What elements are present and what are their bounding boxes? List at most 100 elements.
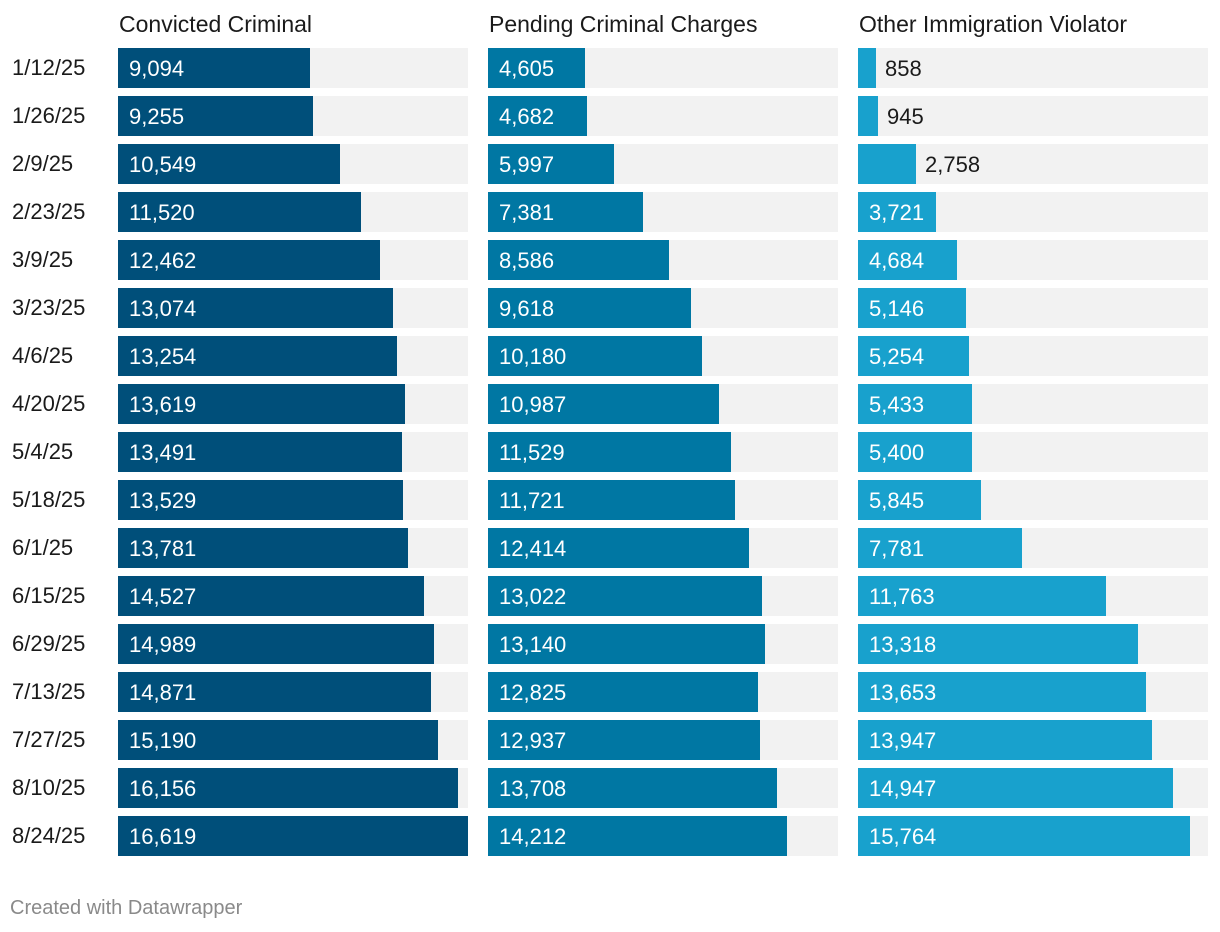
data-label: 14,212 <box>499 824 566 849</box>
bar-chart: 1/12/25 1/26/25 2/9/25 2/23/25 3/9/25 3/23/25… <box>12 11 1208 856</box>
bar <box>118 48 310 88</box>
data-label: 5,146 <box>869 296 924 321</box>
data-label: 7,381 <box>499 200 554 225</box>
data-label: 9,094 <box>129 56 184 81</box>
bar <box>858 48 876 88</box>
row-label: 7/27/25 <box>12 727 85 752</box>
bar <box>118 672 431 712</box>
data-label: 4,682 <box>499 104 554 129</box>
data-label: 12,414 <box>499 536 566 561</box>
data-label: 5,254 <box>869 344 924 369</box>
data-label: 13,140 <box>499 632 566 657</box>
row-label: 1/12/25 <box>12 55 85 80</box>
bar <box>118 336 397 376</box>
bar <box>488 48 585 88</box>
bar <box>858 288 966 328</box>
bar <box>858 336 969 376</box>
bar <box>858 432 972 472</box>
data-label: 12,825 <box>499 680 566 705</box>
bar-track <box>858 96 1208 136</box>
row-label: 2/9/25 <box>12 151 73 176</box>
data-label: 13,781 <box>129 536 196 561</box>
data-label: 945 <box>887 104 924 129</box>
data-label: 16,156 <box>129 776 196 801</box>
data-label: 5,433 <box>869 392 924 417</box>
bar <box>118 624 434 664</box>
data-label: 13,529 <box>129 488 196 513</box>
data-label: 9,618 <box>499 296 554 321</box>
bar <box>858 480 981 520</box>
row-label: 1/26/25 <box>12 103 85 128</box>
bar <box>488 576 762 616</box>
data-label: 10,987 <box>499 392 566 417</box>
row-label: 2/23/25 <box>12 199 85 224</box>
bar <box>488 624 765 664</box>
row-label: 5/4/25 <box>12 439 73 464</box>
bar <box>488 672 758 712</box>
bar <box>858 768 1173 808</box>
bar <box>118 96 313 136</box>
data-label: 11,520 <box>129 200 195 225</box>
column-title: Pending Criminal Charges <box>489 11 757 37</box>
data-label: 13,619 <box>129 392 196 417</box>
column-title: Other Immigration Violator <box>859 11 1127 37</box>
data-label: 13,318 <box>869 632 936 657</box>
row-label: 3/9/25 <box>12 247 73 272</box>
row-label: 6/29/25 <box>12 631 85 656</box>
data-label: 13,947 <box>869 728 936 753</box>
data-label: 5,845 <box>869 488 924 513</box>
data-label: 7,781 <box>869 536 924 561</box>
bar <box>488 384 719 424</box>
bar <box>858 384 972 424</box>
data-label: 4,605 <box>499 56 554 81</box>
data-label: 5,400 <box>869 440 924 465</box>
bar <box>118 720 438 760</box>
bar <box>488 720 760 760</box>
bar <box>118 576 424 616</box>
data-label: 11,763 <box>869 584 935 609</box>
data-label: 14,527 <box>129 584 196 609</box>
data-label: 4,684 <box>869 248 924 273</box>
data-label: 12,462 <box>129 248 196 273</box>
bar <box>858 240 957 280</box>
bar <box>118 192 361 232</box>
data-label: 16,619 <box>129 824 196 849</box>
footer-credit: Created with Datawrapper <box>10 897 243 919</box>
data-label: 15,190 <box>129 728 196 753</box>
bar <box>858 144 916 184</box>
data-label: 13,254 <box>129 344 196 369</box>
bar <box>118 768 458 808</box>
data-label: 13,491 <box>129 440 196 465</box>
bar <box>858 96 878 136</box>
row-label: 7/13/25 <box>12 679 85 704</box>
bar <box>488 192 643 232</box>
data-label: 10,180 <box>499 344 566 369</box>
bar <box>118 240 380 280</box>
bar <box>858 192 936 232</box>
row-label: 5/18/25 <box>12 487 85 512</box>
row-label: 8/10/25 <box>12 775 85 800</box>
data-label: 13,653 <box>869 680 936 705</box>
bar <box>488 432 731 472</box>
data-label: 2,758 <box>925 152 980 177</box>
bar <box>858 816 1190 856</box>
data-label: 14,989 <box>129 632 196 657</box>
bar <box>488 768 777 808</box>
row-label: 4/20/25 <box>12 391 85 416</box>
bar <box>118 528 408 568</box>
data-label: 8,586 <box>499 248 554 273</box>
bar <box>488 240 669 280</box>
bar <box>488 528 749 568</box>
bar <box>858 576 1106 616</box>
bar <box>488 144 614 184</box>
bar <box>858 672 1146 712</box>
data-label: 12,937 <box>499 728 566 753</box>
bar <box>118 144 340 184</box>
data-label: 858 <box>885 56 922 81</box>
row-label: 4/6/25 <box>12 343 73 368</box>
data-label: 5,997 <box>499 152 554 177</box>
bar-track <box>858 144 1208 184</box>
bar <box>118 288 393 328</box>
bar <box>488 96 587 136</box>
bar <box>488 336 702 376</box>
